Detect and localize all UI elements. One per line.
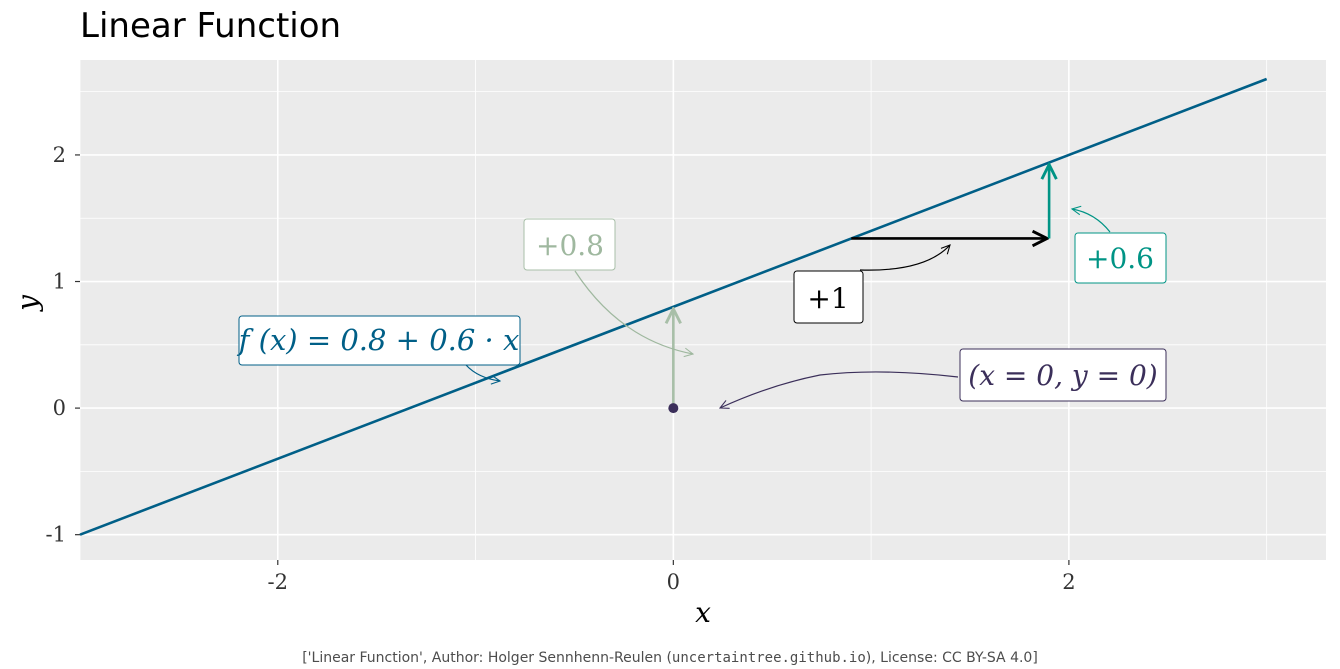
- x-tick-label: 0: [667, 570, 680, 594]
- axes: -2 0 2 -1 0 1 2: [46, 143, 1076, 594]
- x-tick-label: 2: [1062, 570, 1075, 594]
- plot-panel: [80, 60, 1326, 560]
- rise-text: +0.6: [1086, 242, 1154, 275]
- origin-point: [668, 403, 679, 414]
- x-tick-label: -2: [268, 570, 288, 594]
- x-axis-label: x: [695, 596, 711, 629]
- caption-url: uncertaintree.github.io: [672, 650, 866, 666]
- run-text: +1: [807, 282, 848, 315]
- intercept-pointer: [574, 270, 693, 354]
- caption: ['Linear Function', Author: Holger Sennh…: [302, 650, 1038, 666]
- y-tick-label: 1: [53, 270, 66, 294]
- chart-title: Linear Function: [80, 6, 341, 46]
- formula-text: f (x) = 0.8 + 0.6 · x: [237, 323, 520, 357]
- formula-pointer: [465, 364, 500, 381]
- y-axis-label: y: [11, 294, 44, 313]
- y-tick-label: 2: [53, 143, 66, 167]
- intercept-text: +0.8: [536, 229, 604, 262]
- origin-text: (x = 0, y = 0): [968, 359, 1157, 392]
- origin-label: (x = 0, y = 0): [720, 348, 1167, 408]
- rise-pointer: [1072, 209, 1111, 233]
- function-line: [79, 77, 1268, 536]
- run-pointer: [859, 245, 950, 271]
- rise-label: +0.6: [1072, 209, 1167, 284]
- caption-part-2: ), License: CC BY-SA 4.0]: [866, 650, 1038, 666]
- origin-pointer: [720, 371, 959, 408]
- y-tick-label: 0: [53, 396, 66, 420]
- formula-label: f (x) = 0.8 + 0.6 · x: [237, 315, 521, 381]
- y-tick-label: -1: [46, 523, 66, 547]
- caption-part-1: ['Linear Function', Author: Holger Sennh…: [302, 650, 672, 666]
- run-label: +1: [793, 245, 950, 324]
- intercept-label: +0.8: [523, 218, 693, 354]
